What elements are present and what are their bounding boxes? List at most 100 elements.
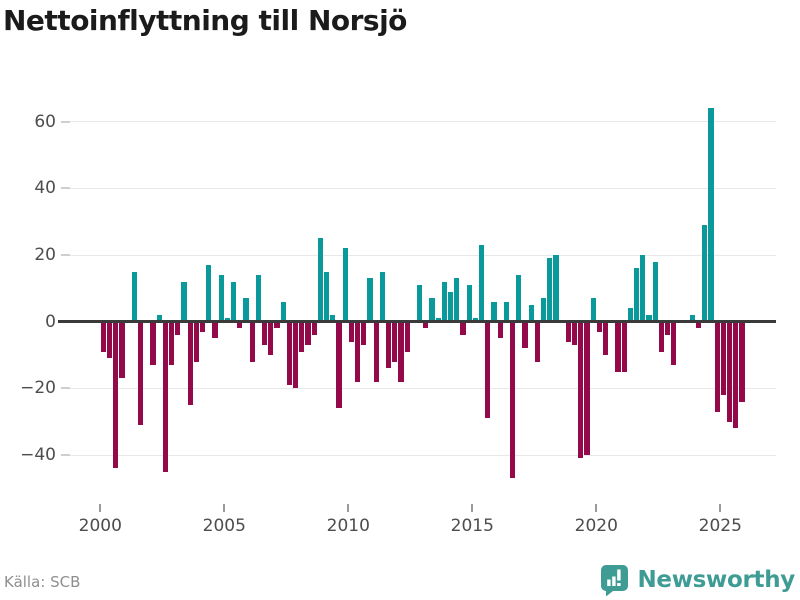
bar-quarter-2016q4 — [516, 275, 522, 322]
bar-quarter-2003q2 — [181, 281, 187, 322]
bar-quarter-2004q2 — [206, 265, 212, 322]
bar-quarter-2021q2 — [627, 308, 634, 322]
y-axis-tick-label: −40 — [20, 445, 56, 466]
brand-lockup: Newsworthy — [600, 564, 795, 597]
x-axis-tick-label: 2025 — [698, 516, 742, 536]
bar-quarter-2023q1 — [671, 321, 677, 366]
bar-quarter-2013q4 — [441, 281, 448, 322]
bar-quarter-2008q3 — [311, 321, 317, 336]
bar-quarter-2012q4 — [416, 285, 423, 322]
bar-quarter-2018q1 — [547, 258, 553, 322]
bar-quarter-2001q2 — [131, 271, 138, 322]
bar-quarter-2025q2 — [726, 321, 733, 422]
x-axis-tick-label: 2020 — [574, 516, 618, 536]
bar-quarter-2000q3 — [113, 321, 119, 469]
bar-quarter-2006q4 — [268, 321, 274, 356]
bar-quarter-2010q4 — [367, 278, 373, 322]
bar-quarter-2001q3 — [137, 321, 144, 426]
bar-quarter-2012q2 — [404, 321, 410, 352]
gridline — [70, 387, 776, 389]
bar-quarter-2016q1 — [497, 321, 503, 339]
bar-quarter-2014q4 — [466, 285, 472, 322]
bar-quarter-2009q4 — [342, 248, 348, 322]
x-axis-tick-mark — [719, 504, 722, 512]
y-axis-tick-mark — [61, 120, 70, 123]
plot-area — [70, 90, 776, 490]
bar-quarter-2010q3 — [361, 321, 367, 346]
bar-quarter-2014q1 — [447, 291, 454, 322]
bar-quarter-2003q3 — [187, 321, 193, 406]
bar-quarter-2012q1 — [398, 321, 404, 382]
bar-quarter-2025q4 — [739, 321, 745, 402]
gridline — [70, 121, 776, 123]
x-axis-tick-label: 2015 — [450, 516, 494, 536]
bar-quarter-2022q2 — [652, 261, 658, 322]
bar-quarter-2006q3 — [261, 321, 268, 346]
bar-quarter-2007q4 — [292, 321, 299, 389]
bar-quarter-2005q3 — [237, 321, 243, 329]
bar-quarter-2013q2 — [429, 298, 435, 322]
bar-quarter-2019q1 — [571, 321, 578, 346]
bar-quarter-2015q3 — [485, 321, 491, 419]
bar-quarter-2009q2 — [330, 315, 336, 322]
brand-name: Newsworthy — [637, 567, 795, 593]
bar-quarter-2016q2 — [503, 301, 510, 322]
y-axis-tick-mark — [61, 454, 70, 457]
x-axis-tick-mark — [595, 504, 598, 512]
bar-quarter-2023q4 — [689, 315, 696, 322]
bar-quarter-2015q4 — [491, 301, 497, 322]
bar-quarter-2002q2 — [156, 315, 162, 322]
bar-quarter-2022q3 — [658, 321, 665, 352]
bar-quarter-2000q4 — [119, 321, 125, 379]
bar-quarter-2010q1 — [348, 321, 355, 342]
gridline — [70, 454, 776, 456]
bar-quarter-2000q1 — [100, 321, 107, 352]
bar-quarter-2020q1 — [596, 321, 603, 332]
bar-quarter-2000q2 — [106, 321, 113, 359]
bar-quarter-2013q3 — [435, 318, 441, 322]
bar-quarter-2007q3 — [286, 321, 293, 386]
y-axis-tick-mark — [61, 387, 70, 390]
gridline — [70, 254, 776, 256]
bar-quarter-2004q1 — [199, 321, 206, 332]
bar-quarter-2011q2 — [379, 271, 386, 322]
bar-quarter-2020q2 — [602, 321, 609, 356]
bar-quarter-2019q3 — [584, 321, 590, 456]
chart-title: Nettoinflyttning till Norsjö — [3, 4, 407, 37]
bar-quarter-2002q4 — [168, 321, 175, 366]
bar-quarter-2011q3 — [385, 321, 392, 369]
bar-quarter-2019q4 — [590, 298, 596, 322]
bar-quarter-2024q4 — [714, 321, 720, 412]
bar-quarter-2017q2 — [528, 305, 534, 322]
y-axis-tick-mark — [61, 187, 70, 190]
bar-quarter-2021q4 — [640, 255, 646, 322]
x-axis-tick-mark — [347, 504, 350, 512]
bar-quarter-2006q2 — [255, 275, 262, 322]
bar-quarter-2016q3 — [509, 321, 516, 479]
bar-quarter-2021q1 — [621, 321, 627, 372]
bar-quarter-2024q2 — [702, 224, 708, 322]
bar-quarter-2018q4 — [565, 321, 572, 342]
source-label: Källa: SCB — [4, 573, 81, 591]
bar-quarter-2019q2 — [578, 321, 584, 459]
bar-quarter-2025q1 — [720, 321, 727, 396]
bar-quarter-2006q1 — [249, 321, 255, 362]
bar-quarter-2003q1 — [175, 321, 181, 336]
bar-quarter-2017q3 — [534, 321, 541, 362]
bar-quarter-2002q1 — [150, 321, 156, 366]
bar-quarter-2009q3 — [336, 321, 342, 409]
bar-quarter-2020q4 — [615, 321, 621, 372]
y-axis-tick-label: −20 — [20, 378, 56, 399]
x-axis-tick-mark — [471, 504, 474, 512]
bar-quarter-2021q3 — [633, 268, 640, 322]
bar-quarter-2018q2 — [553, 255, 559, 322]
x-axis-tick-mark — [223, 504, 226, 512]
bar-quarter-2002q3 — [162, 321, 169, 472]
bar-quarter-2004q4 — [218, 275, 224, 322]
y-axis-tick-label: 0 — [45, 311, 56, 332]
bar-quarter-2025q3 — [733, 321, 739, 429]
y-axis-tick-label: 40 — [34, 178, 56, 199]
bar-quarter-2017q1 — [522, 321, 528, 349]
bar-quarter-2003q4 — [193, 321, 200, 362]
